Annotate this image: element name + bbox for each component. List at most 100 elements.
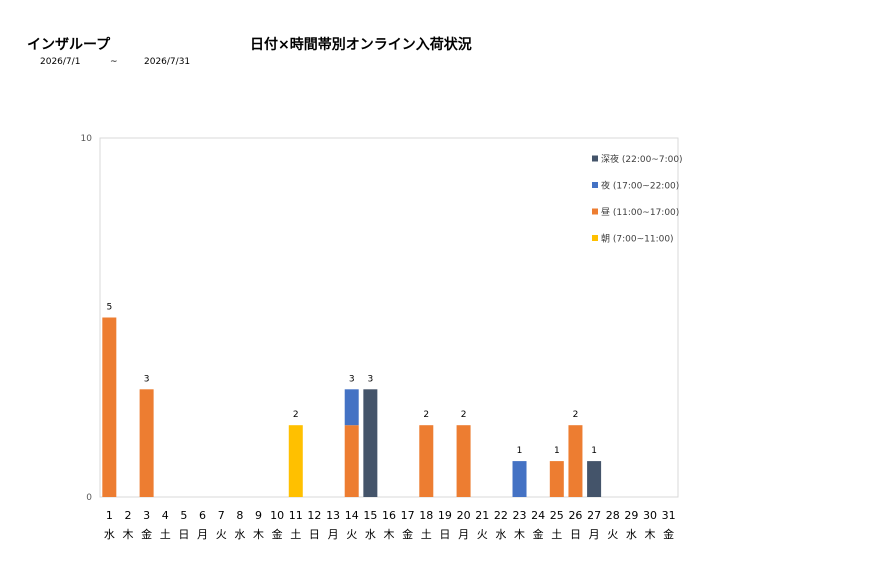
x-weekday-label: 日 bbox=[439, 528, 450, 541]
bar-segment bbox=[102, 317, 117, 497]
x-weekday-label: 土 bbox=[290, 528, 301, 541]
bar-segment bbox=[549, 461, 564, 497]
x-tick-label: 24 bbox=[531, 509, 545, 522]
bar-segment bbox=[456, 425, 471, 497]
x-tick-label: 7 bbox=[218, 509, 225, 522]
x-weekday-label: 水 bbox=[365, 528, 376, 541]
date-from: 2026/7/1 bbox=[40, 57, 81, 67]
x-weekday-label: 水 bbox=[626, 528, 637, 541]
x-weekday-label: 火 bbox=[607, 528, 618, 541]
x-weekday-label: 土 bbox=[421, 528, 432, 541]
x-tick-label: 5 bbox=[180, 509, 187, 522]
x-weekday-label: 木 bbox=[122, 528, 133, 541]
x-tick-label: 22 bbox=[494, 509, 508, 522]
x-weekday-label: 木 bbox=[253, 528, 264, 541]
x-weekday-label: 日 bbox=[570, 528, 581, 541]
x-weekday-label: 金 bbox=[533, 527, 544, 541]
plot-area-frame bbox=[99, 137, 679, 498]
chart-title: 日付×時間帯別オンライン入荷状況 bbox=[250, 37, 472, 53]
data-label: 2 bbox=[423, 410, 429, 420]
x-weekday-label: 木 bbox=[645, 528, 656, 541]
legend-label: 深夜 (22:00~7:00) bbox=[601, 153, 683, 165]
x-weekday-label: 月 bbox=[197, 528, 208, 541]
x-tick-label: 8 bbox=[236, 509, 243, 522]
x-weekday-label: 火 bbox=[477, 528, 488, 541]
x-weekday-label: 火 bbox=[346, 528, 357, 541]
date-separator: ~ bbox=[110, 57, 118, 67]
x-tick-label: 4 bbox=[162, 509, 169, 522]
y-tick-label: 10 bbox=[81, 134, 93, 144]
x-weekday-label: 水 bbox=[495, 528, 506, 541]
x-tick-label: 15 bbox=[363, 509, 377, 522]
bar-segment bbox=[587, 461, 602, 497]
x-tick-label: 25 bbox=[550, 509, 564, 522]
legend-label: 昼 (11:00~17:00) bbox=[601, 207, 679, 218]
data-label: 1 bbox=[517, 446, 523, 456]
x-tick-label: 13 bbox=[326, 509, 340, 522]
x-weekday-label: 金 bbox=[272, 527, 283, 541]
bar-segment bbox=[419, 425, 434, 497]
x-tick-label: 18 bbox=[419, 509, 433, 522]
legend-swatch bbox=[592, 235, 598, 241]
legend-label: 夜 (17:00~22:00) bbox=[601, 180, 679, 192]
x-weekday-label: 月 bbox=[589, 528, 600, 541]
x-weekday-label: 水 bbox=[104, 528, 115, 541]
x-weekday-label: 日 bbox=[178, 528, 189, 541]
data-label: 2 bbox=[461, 410, 467, 420]
legend-swatch bbox=[592, 182, 598, 188]
data-label: 3 bbox=[144, 374, 150, 384]
x-tick-label: 19 bbox=[438, 509, 452, 522]
data-label: 2 bbox=[293, 410, 299, 420]
x-weekday-label: 水 bbox=[234, 528, 245, 541]
legend-swatch bbox=[592, 155, 598, 162]
x-weekday-label: 木 bbox=[514, 528, 525, 541]
data-label: 2 bbox=[573, 410, 579, 420]
x-tick-label: 29 bbox=[624, 509, 638, 522]
data-label: 5 bbox=[106, 303, 112, 313]
data-label: 1 bbox=[554, 446, 560, 456]
x-tick-label: 31 bbox=[662, 509, 676, 522]
x-tick-label: 11 bbox=[289, 509, 303, 522]
x-weekday-label: 月 bbox=[328, 528, 339, 541]
x-tick-label: 28 bbox=[606, 509, 620, 522]
x-tick-label: 26 bbox=[568, 509, 582, 522]
data-label: 3 bbox=[367, 374, 373, 384]
bar-segment bbox=[512, 461, 527, 497]
x-tick-label: 14 bbox=[345, 509, 359, 522]
x-tick-label: 23 bbox=[513, 509, 527, 522]
x-weekday-label: 土 bbox=[551, 528, 562, 541]
y-tick-label: 0 bbox=[86, 493, 92, 503]
x-tick-label: 17 bbox=[401, 509, 415, 522]
bar-segment bbox=[568, 425, 583, 497]
x-weekday-label: 土 bbox=[160, 528, 171, 541]
x-tick-label: 12 bbox=[307, 509, 321, 522]
x-tick-label: 6 bbox=[199, 509, 206, 522]
bar-segment bbox=[344, 389, 359, 426]
x-tick-label: 30 bbox=[643, 509, 657, 522]
data-label: 1 bbox=[591, 446, 597, 456]
legend-swatch bbox=[592, 208, 598, 215]
x-weekday-label: 金 bbox=[402, 527, 413, 541]
x-tick-label: 27 bbox=[587, 509, 601, 522]
x-tick-label: 3 bbox=[143, 509, 150, 522]
x-weekday-label: 月 bbox=[458, 528, 469, 541]
x-tick-label: 2 bbox=[124, 509, 131, 522]
x-weekday-label: 金 bbox=[141, 527, 152, 541]
bar-segment bbox=[288, 425, 303, 497]
x-tick-label: 10 bbox=[270, 509, 284, 522]
x-weekday-label: 金 bbox=[663, 527, 674, 541]
date-to: 2026/7/31 bbox=[144, 57, 191, 67]
x-tick-label: 1 bbox=[106, 509, 113, 522]
site-name: インザループ bbox=[27, 37, 111, 53]
x-weekday-label: 日 bbox=[309, 528, 320, 541]
x-tick-label: 21 bbox=[475, 509, 489, 522]
x-weekday-label: 火 bbox=[216, 528, 227, 541]
bar-segment bbox=[344, 425, 359, 497]
bar-segment bbox=[139, 389, 154, 497]
legend-label: 朝 (7:00~11:00) bbox=[601, 234, 674, 245]
data-label: 3 bbox=[349, 374, 355, 384]
bar-segment bbox=[363, 389, 378, 497]
x-weekday-label: 木 bbox=[384, 528, 395, 541]
x-tick-label: 20 bbox=[457, 509, 471, 522]
